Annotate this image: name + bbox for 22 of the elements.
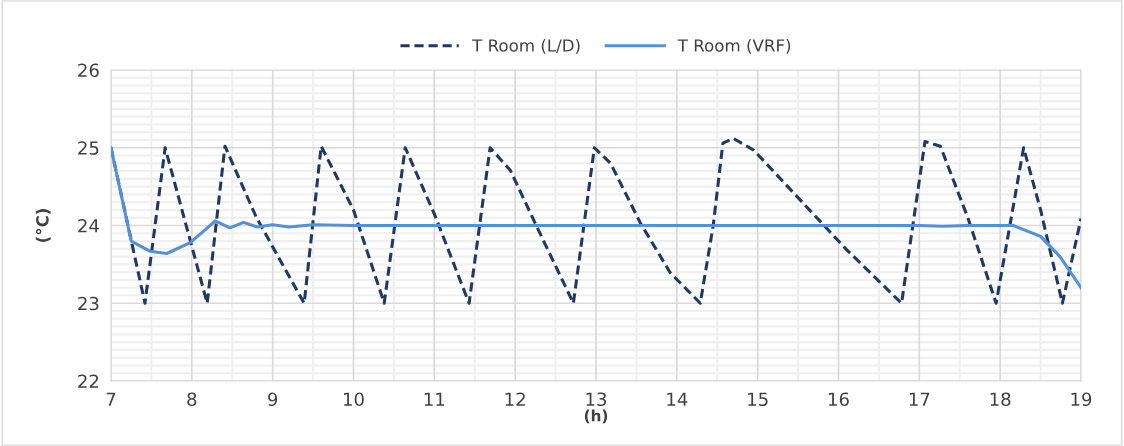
x-tick-label: 9 xyxy=(268,392,278,407)
x-tick-label: 11 xyxy=(424,392,445,406)
x-tick-label: 18 xyxy=(990,392,1011,407)
x-tick-label: 7 xyxy=(106,392,116,406)
x-tick-label: 15 xyxy=(748,392,768,407)
x-tick-label: 13 xyxy=(586,392,607,407)
x-axis-title: (h) xyxy=(584,409,608,424)
x-tick-label: 14 xyxy=(667,392,688,406)
x-tick-label: 16 xyxy=(829,392,849,407)
x-tick-label: 12 xyxy=(505,392,525,406)
y-tick-label: 23 xyxy=(78,296,99,311)
x-tick-label: 10 xyxy=(344,392,364,407)
y-tick-label: 25 xyxy=(78,141,99,155)
x-tick-label: 19 xyxy=(1071,392,1092,407)
legend-label: T Room (L/D) xyxy=(472,38,580,54)
y-tick-label: 22 xyxy=(78,374,99,388)
y-tick-label: 24 xyxy=(78,218,99,233)
y-axis-title: (°C) xyxy=(35,209,51,242)
legend-label: T Room (VRF) xyxy=(677,38,791,54)
x-tick-label: 8 xyxy=(187,392,197,407)
y-tick-label: 26 xyxy=(78,63,99,78)
x-tick-label: 17 xyxy=(909,392,930,406)
